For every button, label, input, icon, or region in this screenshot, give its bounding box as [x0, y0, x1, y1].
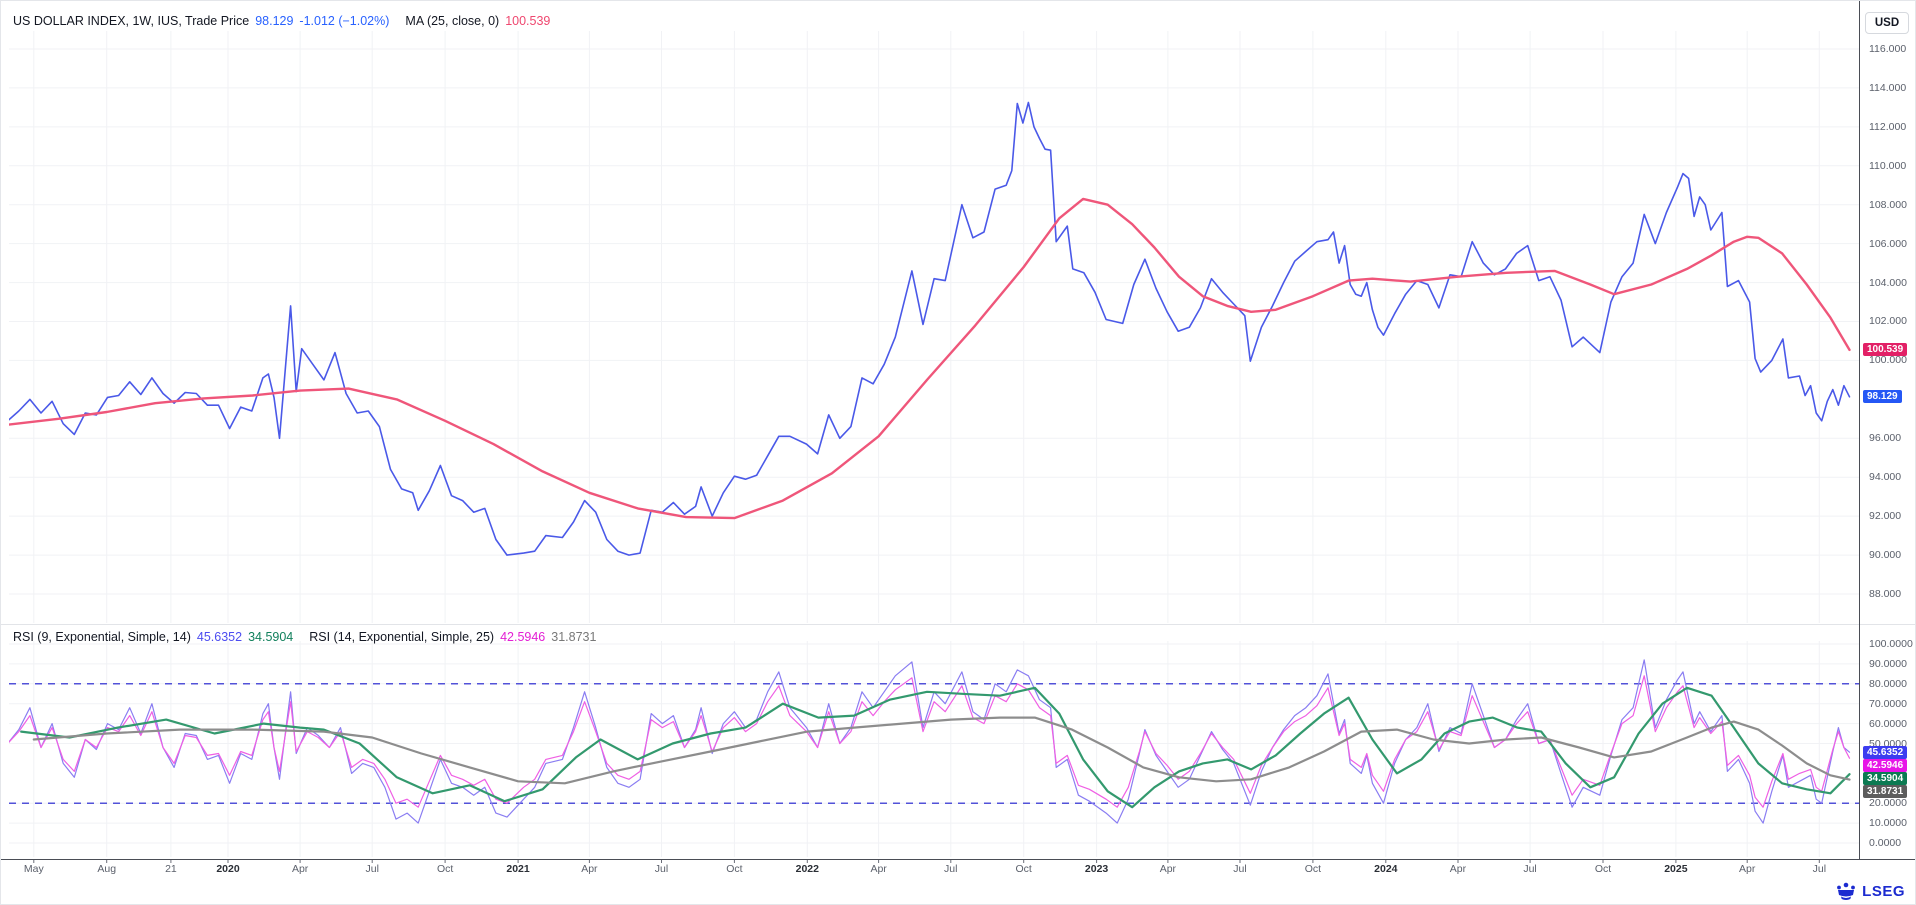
time-tick-label: 2021: [506, 863, 530, 875]
price-tick-label: 92.000: [1869, 510, 1902, 523]
series-rsi9_ma_line: [20, 686, 1851, 809]
price-tick-label: 100.000: [1869, 354, 1907, 367]
rsi1-label: RSI (9, Exponential, Simple, 14): [13, 630, 191, 644]
rsi-tick-label: 80.0000: [1869, 677, 1907, 690]
time-tick-label: 2024: [1374, 863, 1398, 875]
rsi-tick-label: 10.0000: [1869, 817, 1907, 830]
time-tick-label: Apr: [1159, 863, 1177, 875]
lseg-crest-icon: [1837, 882, 1856, 900]
price-legend[interactable]: US DOLLAR INDEX, 1W, IUS, Trade Price 98…: [13, 14, 550, 28]
price-tick-label: 106.000: [1869, 237, 1907, 250]
series-price_line: [9, 101, 1851, 556]
time-tick-label: Apr: [1449, 863, 1467, 875]
price-tick-label: 110.000: [1869, 159, 1907, 172]
rsi2-label: RSI (14, Exponential, Simple, 25): [309, 630, 495, 644]
rsi-tick-label: 90.0000: [1869, 657, 1907, 670]
time-tick-label: Apr: [870, 863, 887, 875]
axis-badge-31.8731: 31.8731: [1863, 784, 1908, 798]
rsi1-ma-value: 34.5904: [248, 630, 294, 644]
ma-label: MA (25, close, 0): [405, 14, 500, 28]
rsi-tick-label: 70.0000: [1869, 697, 1907, 710]
time-tick-label: Jul: [654, 863, 669, 875]
axis-badge-34.5904: 34.5904: [1863, 771, 1908, 785]
time-tick-label: Apr: [291, 863, 309, 875]
time-tick-label: Jul: [1812, 863, 1827, 875]
time-tick-label: 2022: [795, 863, 819, 875]
price-tick-label: 96.000: [1869, 432, 1902, 445]
price-tick-label: 90.000: [1869, 549, 1902, 562]
last-price-value: 98.129: [255, 14, 294, 28]
price-tick-label: 108.000: [1869, 198, 1907, 211]
time-tick-label: Jul: [944, 863, 958, 875]
time-tick-label: Oct: [1304, 863, 1322, 875]
price-tick-label: 88.000: [1869, 587, 1902, 600]
rsi-tick-label: 20.0000: [1869, 797, 1907, 810]
series-ma_line: [9, 197, 1851, 520]
axis-badge-42.5946: 42.5946: [1863, 758, 1908, 772]
rsi-tick-label: 60.0000: [1869, 717, 1907, 730]
ma-value: 100.539: [505, 14, 551, 28]
rsi-legend[interactable]: RSI (9, Exponential, Simple, 14) 45.6352…: [13, 630, 596, 644]
rsi-tick-label: 100.0000: [1869, 638, 1913, 650]
series-rsi14_ma_line: [32, 716, 1851, 785]
rsi1-value: 45.6352: [196, 630, 243, 644]
time-tick-label: Apr: [581, 863, 598, 875]
time-tick-label: Oct: [436, 863, 454, 875]
instrument-title: US DOLLAR INDEX, 1W, IUS, Trade Price: [13, 14, 250, 28]
series-rsi14_line: [9, 675, 1851, 808]
time-tick-label: 21: [165, 863, 177, 875]
time-tick-label: Jul: [365, 863, 379, 875]
time-tick-label: Jul: [1233, 863, 1247, 875]
rsi2-value: 42.5946: [500, 630, 546, 644]
rsi2-ma-value: 31.8731: [551, 630, 597, 644]
lseg-logo-text: LSEG: [1862, 882, 1905, 900]
price-tick-label: 114.000: [1869, 81, 1907, 94]
price-tick-label: 104.000: [1869, 276, 1907, 289]
panel-divider[interactable]: [1, 624, 1915, 625]
price-tick-label: 116.000: [1869, 43, 1907, 55]
time-tick-label: Jul: [1523, 863, 1537, 875]
time-tick-label: Oct: [1594, 863, 1612, 875]
price-axis-border: [1859, 1, 1860, 859]
time-tick-label: 2020: [216, 863, 240, 875]
rsi-tick-label: 0.0000: [1869, 837, 1902, 849]
price-tick-label: 102.000: [1869, 315, 1907, 328]
price-change-value: -1.012 (−1.02%): [299, 14, 390, 28]
time-tick-label: 2023: [1084, 863, 1109, 875]
time-axis-border: [1, 859, 1915, 860]
time-tick-label: 2025: [1664, 863, 1688, 875]
axis-badge-98.129: 98.129: [1863, 390, 1902, 404]
time-tick-label: Oct: [1015, 863, 1032, 875]
lseg-logo: LSEG: [1835, 881, 1905, 901]
price-tick-label: 112.000: [1869, 120, 1907, 133]
time-tick-label: Aug: [97, 863, 117, 875]
axis-badge-100.539: 100.539: [1863, 343, 1908, 357]
price-tick-label: 94.000: [1869, 471, 1902, 484]
time-tick-label: May: [23, 863, 44, 875]
time-tick-label: Apr: [1739, 863, 1756, 875]
axis-badge-45.6352: 45.6352: [1863, 745, 1908, 759]
currency-chip[interactable]: USD: [1865, 12, 1909, 34]
time-tick-label: Oct: [726, 863, 743, 875]
